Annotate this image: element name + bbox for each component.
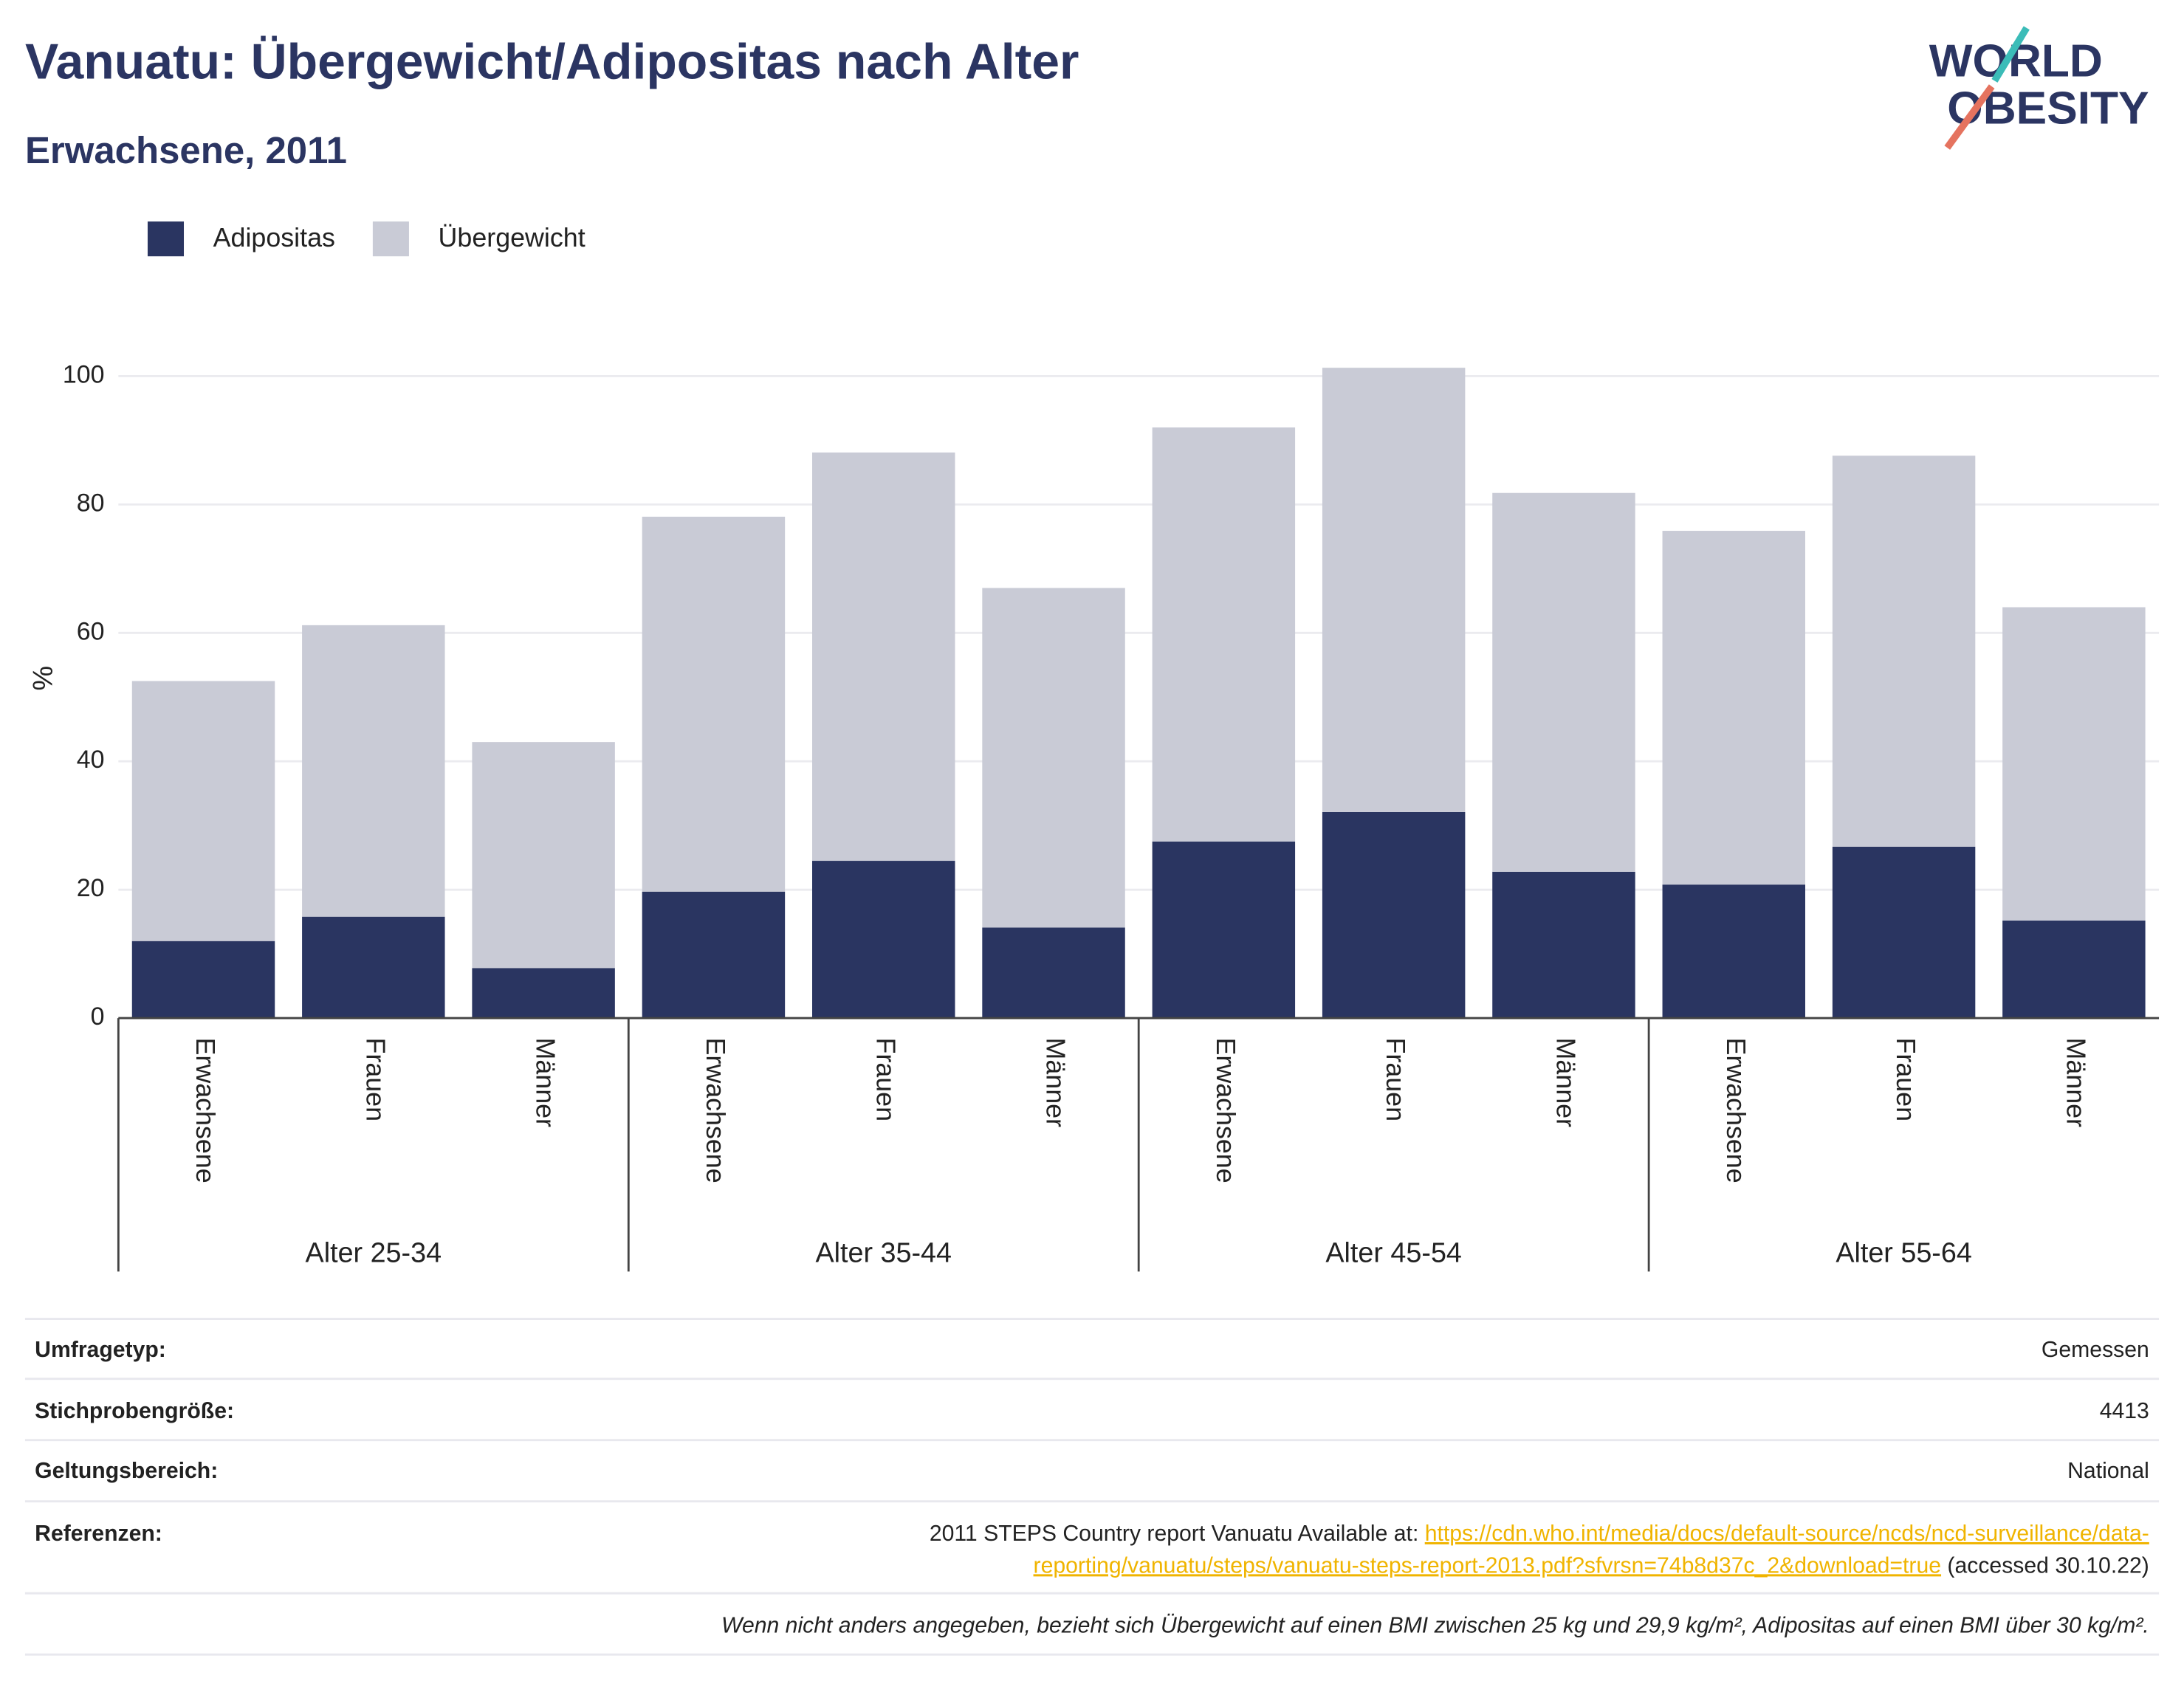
row-value: National xyxy=(2067,1459,2149,1483)
bar-segment xyxy=(1662,531,1806,885)
x-tick-label: Männer xyxy=(1041,1038,1071,1128)
legend-swatch xyxy=(372,221,409,257)
group-label: Alter 35-44 xyxy=(815,1237,952,1268)
y-tick-label: 20 xyxy=(77,874,105,902)
y-tick-label: 0 xyxy=(91,1003,105,1031)
row-label: Stichprobengröße: xyxy=(35,1399,234,1423)
x-tick-label: Erwachsene xyxy=(701,1038,730,1183)
x-tick-label: Männer xyxy=(2061,1038,2090,1128)
x-tick-label: Erwachsene xyxy=(190,1038,220,1183)
logo-slash xyxy=(1991,26,2030,83)
legend-label: Adipositas xyxy=(213,223,335,252)
bar-segment xyxy=(1662,884,1806,1019)
x-tick-label: Frauen xyxy=(1381,1038,1410,1122)
x-tick-label: Männer xyxy=(1551,1038,1580,1128)
bar-segment xyxy=(1152,841,1296,1019)
reference-text: reporting/vanuatu/steps/vanuatu-steps-re… xyxy=(1034,1553,2149,1578)
reference-text: 2011 STEPS Country report Vanuatu Availa… xyxy=(930,1522,2149,1546)
chart-subtitle: Erwachsene, 2011 xyxy=(25,129,347,171)
logo-slash xyxy=(1944,84,1995,150)
bar-segment xyxy=(2002,920,2146,1019)
group-label: Alter 25-34 xyxy=(306,1237,442,1268)
row-label: Umfragetyp: xyxy=(35,1338,166,1362)
y-tick-label: 40 xyxy=(77,746,105,774)
x-tick-label: Frauen xyxy=(1891,1038,1920,1122)
y-tick-label: 60 xyxy=(77,617,105,645)
row-value: 4413 xyxy=(2100,1399,2149,1423)
x-tick-label: Erwachsene xyxy=(1211,1038,1240,1183)
bar-segment xyxy=(1832,455,1976,847)
y-tick-label: 80 xyxy=(77,489,105,517)
reference-prefix: 2011 STEPS Country report Vanuatu Availa… xyxy=(930,1522,1425,1546)
bar-segment xyxy=(302,625,445,917)
bar-segment xyxy=(302,916,445,1019)
bar-segment xyxy=(1492,871,1635,1019)
x-tick-label: Männer xyxy=(531,1038,560,1128)
logo: WORLD OBESITY xyxy=(1929,26,2149,150)
bar-segment xyxy=(982,927,1125,1019)
bar-segment xyxy=(1322,811,1466,1019)
group-label: Alter 45-54 xyxy=(1325,1237,1462,1268)
group-label: Alter 55-64 xyxy=(1836,1237,1972,1268)
chart-title: Vanuatu: Übergewicht/Adipositas nach Alt… xyxy=(25,35,1079,90)
bar-segment xyxy=(472,968,615,1019)
y-tick-label: 100 xyxy=(63,360,105,388)
reference-link[interactable]: https://cdn.who.int/media/docs/default-s… xyxy=(1425,1522,2149,1546)
bar-segment xyxy=(1832,846,1976,1019)
bar-segment xyxy=(982,588,1125,928)
footnote: Wenn nicht anders angegeben, bezieht sic… xyxy=(721,1613,2149,1637)
bar-segment xyxy=(2002,607,2146,921)
y-axis-label: % xyxy=(27,666,58,691)
row-label: Referenzen: xyxy=(35,1522,162,1546)
bar-segment xyxy=(812,861,955,1019)
bar-segment xyxy=(642,516,786,892)
bar-segment xyxy=(131,941,275,1019)
row-value: Gemessen xyxy=(2042,1338,2149,1362)
x-tick-label: Frauen xyxy=(870,1038,900,1122)
bar-segment xyxy=(1322,368,1466,812)
x-tick-label: Frauen xyxy=(360,1038,390,1122)
bar-segment xyxy=(472,742,615,969)
bar-segment xyxy=(812,452,955,862)
logo-text: OBESITY xyxy=(1947,83,2149,134)
bar-segment xyxy=(1152,427,1296,842)
row-label: Geltungsbereich: xyxy=(35,1459,218,1483)
legend-swatch xyxy=(147,221,185,257)
x-tick-label: Erwachsene xyxy=(1721,1038,1751,1183)
reference-suffix: (accessed 30.10.22) xyxy=(1941,1553,2149,1578)
bar-segment xyxy=(642,891,786,1019)
bar-segment xyxy=(131,681,275,941)
reference-link[interactable]: reporting/vanuatu/steps/vanuatu-steps-re… xyxy=(1034,1553,1942,1578)
bar-segment xyxy=(1492,492,1635,872)
legend-label: Übergewicht xyxy=(439,223,586,252)
